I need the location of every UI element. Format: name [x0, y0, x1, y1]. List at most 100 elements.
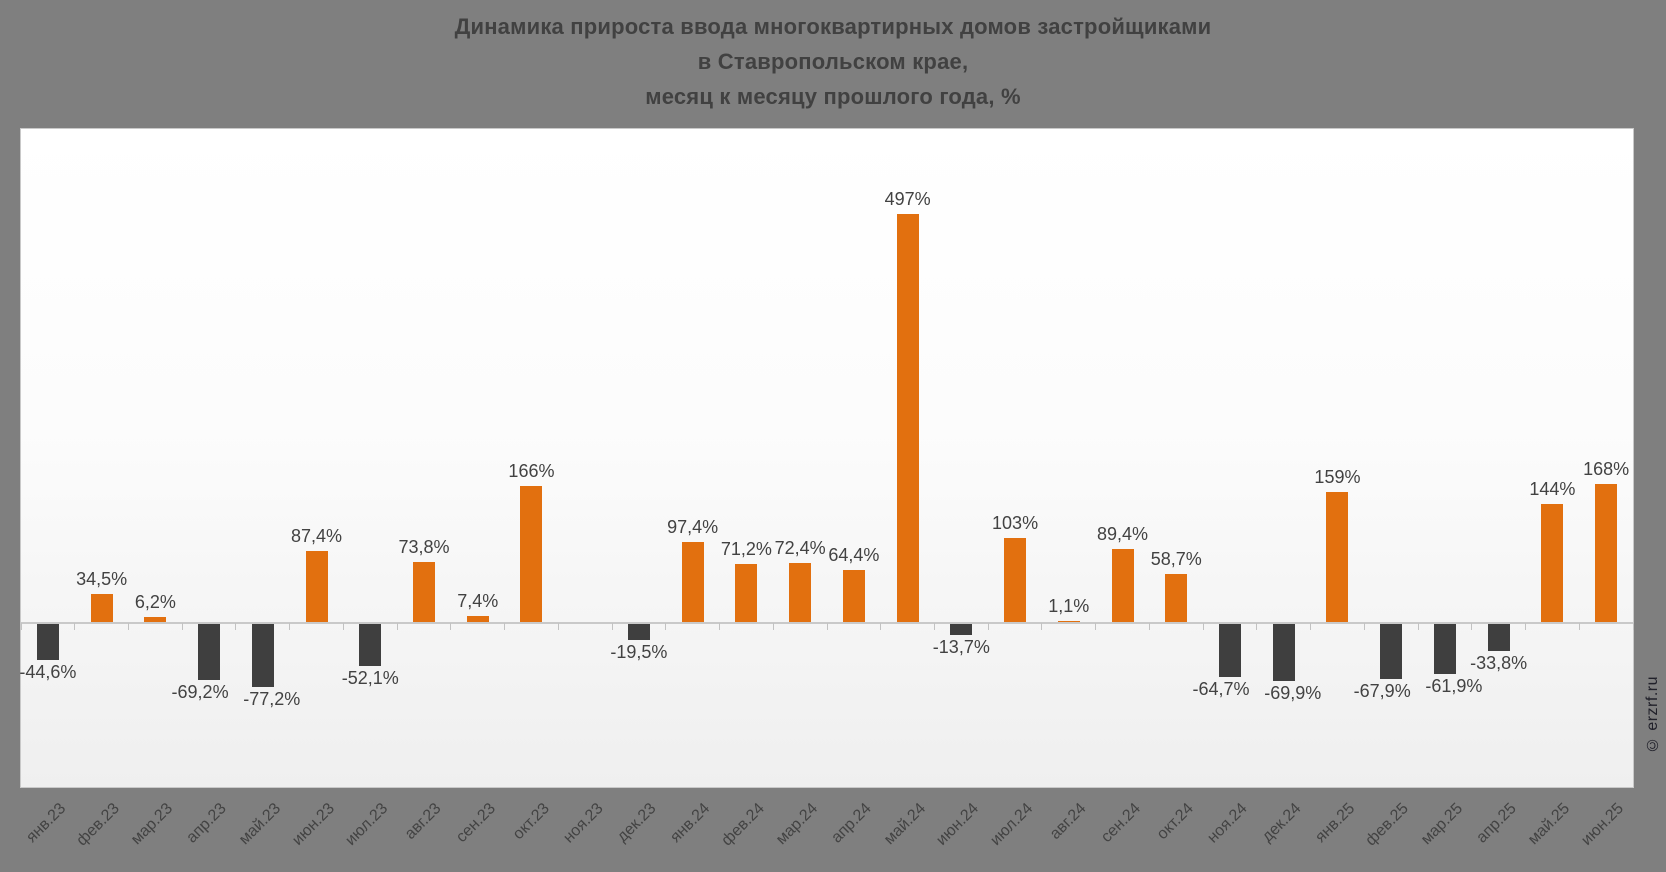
x-axis-label: фев.24: [718, 800, 768, 850]
bar: [1541, 504, 1564, 623]
x-axis-label: дек.23: [614, 800, 660, 846]
x-axis-label: окт.23: [509, 800, 553, 844]
bar-value-label: -44,6%: [19, 662, 77, 683]
bar-value-label: -69,2%: [171, 682, 229, 703]
bar-value-label: 159%: [1314, 466, 1361, 487]
bar-value-label: 6,2%: [134, 592, 176, 613]
bar-value-label: 497%: [884, 188, 931, 209]
bar-value-label: -61,9%: [1425, 676, 1483, 697]
bar: [842, 569, 865, 623]
x-axis-label: фев.25: [1362, 800, 1413, 850]
bar: [1272, 623, 1295, 681]
bar: [1219, 623, 1241, 677]
axis-tick: [880, 622, 882, 630]
bar-value-label: 103%: [992, 512, 1039, 533]
axis-tick: [611, 622, 613, 630]
bar: [1165, 574, 1188, 623]
x-axis-label: сен.23: [452, 800, 499, 846]
bar: [896, 213, 919, 623]
axis-tick: [235, 622, 237, 630]
x-axis-label: июн.25: [1578, 800, 1628, 849]
bar: [466, 616, 489, 623]
watermark: © erzrf.ru: [1644, 676, 1661, 754]
x-axis-label: мар.24: [773, 800, 822, 849]
bar: [359, 623, 382, 667]
bar-value-label: 97,4%: [667, 517, 719, 538]
axis-tick: [289, 622, 291, 630]
x-axis-label: апр.25: [1473, 800, 1520, 847]
axis-tick: [1095, 622, 1097, 630]
bar-value-label: -77,2%: [243, 688, 301, 709]
axis-tick: [20, 622, 22, 630]
bar-value-label: 89,4%: [1097, 523, 1149, 544]
chart-title-line3: месяц к месяцу прошлого года, %: [645, 84, 1021, 109]
bar: [520, 485, 543, 623]
x-axis-label: июн.23: [288, 800, 338, 849]
x-axis-label: дек.24: [1259, 800, 1305, 846]
axis-tick: [1632, 622, 1634, 630]
bar-value-label: 71,2%: [720, 538, 772, 559]
axis-tick: [1417, 622, 1419, 630]
bar: [144, 617, 167, 623]
axis-tick: [1310, 622, 1312, 630]
x-axis-label: май.25: [1525, 800, 1574, 849]
axis-tick: [74, 622, 76, 630]
axis-tick: [1471, 622, 1473, 630]
bar-value-label: -33,8%: [1470, 653, 1528, 674]
bar: [90, 594, 113, 623]
axis-tick: [396, 622, 398, 630]
x-axis-label: авг.23: [402, 800, 446, 843]
bar-value-label: 7,4%: [457, 591, 499, 612]
axis-tick: [181, 622, 183, 630]
chart-title-line1: Динамика прироста ввода многоквартирных …: [454, 14, 1212, 39]
bar-value-label: 166%: [508, 460, 555, 481]
bar: [198, 623, 221, 681]
bar-value-label: -69,9%: [1264, 682, 1322, 703]
chart-title-line2: в Ставропольском крае,: [697, 49, 969, 74]
x-axis-label: июл.24: [987, 800, 1037, 849]
x-axis-label: мар.25: [1417, 800, 1466, 849]
axis-tick: [1202, 622, 1204, 630]
axis-tick: [826, 622, 828, 630]
bar-value-label: -13,7%: [932, 636, 990, 657]
bar: [1326, 491, 1349, 623]
bar-value-label: 72,4%: [774, 537, 826, 558]
x-axis-label: апр.24: [828, 800, 875, 847]
axis-tick: [933, 622, 935, 630]
bar: [1595, 484, 1618, 623]
bar-value-label: 64,4%: [828, 544, 880, 565]
bar-value-label: 144%: [1529, 479, 1576, 500]
axis-tick: [342, 622, 344, 630]
axis-tick: [557, 622, 559, 630]
axis-tick: [504, 622, 506, 630]
bar: [413, 561, 435, 623]
x-axis-label: фев.23: [73, 800, 123, 850]
axis-tick: [1148, 622, 1150, 630]
bar-value-label: -19,5%: [610, 641, 668, 662]
bar: [1487, 623, 1510, 652]
bar: [251, 623, 274, 687]
axis-tick: [772, 622, 774, 630]
bar: [627, 623, 650, 640]
bar: [1111, 548, 1134, 623]
x-axis-label: июн.24: [933, 800, 983, 849]
x-axis-label: сен.24: [1097, 800, 1144, 846]
axis-tick: [1525, 622, 1527, 630]
bar: [1433, 623, 1456, 675]
x-axis-label: авг.24: [1047, 800, 1090, 843]
x-axis-labels: янв.23 фев.23 мар.23 апр.23 май.23 июн.23 июл.…: [20, 790, 1634, 872]
x-axis-label: окт.24: [1154, 800, 1198, 844]
bar-value-label: -64,7%: [1192, 678, 1250, 699]
bar-value-label: 168%: [1583, 459, 1630, 480]
axis-tick: [1363, 622, 1365, 630]
bar: [735, 563, 758, 623]
x-axis-label: ноя.24: [1204, 800, 1252, 847]
axis-tick: [1041, 622, 1043, 630]
bar-value-label: -67,9%: [1353, 681, 1411, 702]
bar: [1380, 623, 1403, 680]
axis-tick: [127, 622, 129, 630]
bar-value-label: 34,5%: [76, 569, 128, 590]
x-axis-label: мар.23: [128, 800, 177, 849]
bar: [36, 623, 59, 661]
x-axis-label: ноя.23: [559, 800, 607, 847]
